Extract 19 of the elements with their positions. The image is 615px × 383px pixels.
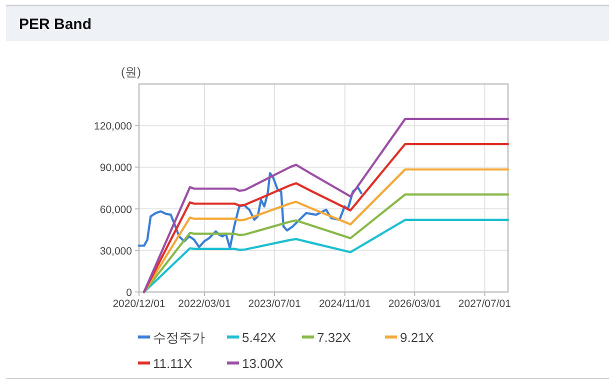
- x-tick-label: 2023/07/01: [248, 298, 301, 310]
- legend-label: 7.32X: [317, 330, 352, 345]
- y-tick-label: 60,000: [100, 204, 132, 216]
- x-tick-label: 2026/03/01: [388, 298, 442, 310]
- x-tick-label: 2027/07/01: [458, 298, 512, 310]
- legend-label: 수정주가: [153, 330, 205, 345]
- legend-label: 5.42X: [242, 330, 276, 345]
- legend-label: 9.21X: [400, 330, 434, 345]
- y-tick-label: 30,000: [100, 245, 132, 258]
- y-tick-label: 120,000: [94, 120, 132, 133]
- y-tick-label: 90,000: [100, 162, 132, 174]
- x-tick-label: 2024/11/01: [318, 298, 371, 310]
- legend-label: 11.11X: [153, 356, 193, 371]
- y-axis-title: (원): [121, 65, 141, 79]
- y-tick-label: 0: [126, 287, 132, 299]
- x-tick-label: 2022/03/01: [178, 298, 231, 310]
- x-tick-label: 2020/12/01: [112, 298, 166, 310]
- legend-label: 13.00X: [242, 356, 284, 371]
- chart-title: PER Band: [19, 16, 92, 33]
